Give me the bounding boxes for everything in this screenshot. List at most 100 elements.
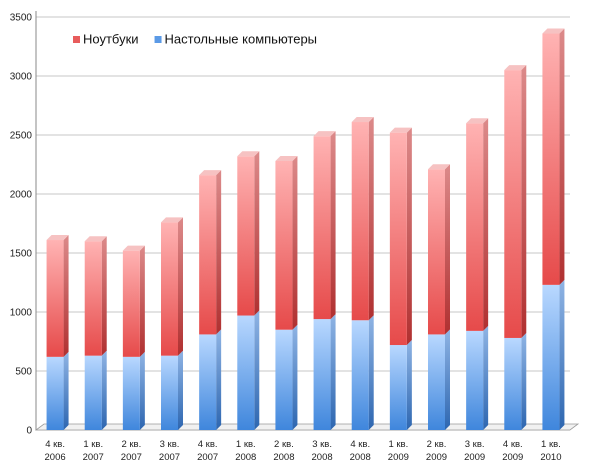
bar-side-desktop xyxy=(368,315,374,430)
bar-top-cap xyxy=(428,164,450,170)
y-tick-label: 1000 xyxy=(10,308,33,319)
bar-laptop xyxy=(466,123,484,331)
bar-desktop xyxy=(428,334,445,430)
bar-side-desktop xyxy=(178,350,183,430)
y-tick-label: 1500 xyxy=(10,249,33,260)
x-tick-label: 2 кв. 2007 xyxy=(121,439,142,463)
x-tick-label: 1 кв. 2010 xyxy=(540,439,561,463)
y-axis-ticks: 0 500 1000 1500 2000 2500 3000 3500 xyxy=(10,13,33,437)
legend-entry: Настольные компьютеры xyxy=(154,32,317,47)
x-tick-label: 4 кв. 2007 xyxy=(197,439,218,463)
bar-top-cap xyxy=(275,155,298,161)
bar-laptop xyxy=(46,240,64,357)
bar-side-laptop xyxy=(216,170,222,335)
x-axis-ticks: 4 кв. 2006 1 кв. 2007 2 кв. 2007 3 кв. 2007 4 кв… xyxy=(45,439,562,463)
legend: Ноутбуки Настольные компьютеры xyxy=(73,32,317,47)
bar-laptop xyxy=(389,132,407,346)
bar-laptop xyxy=(351,122,369,321)
y-tick-label: 2000 xyxy=(10,190,33,201)
bar-laptop xyxy=(275,160,293,330)
x-tick-label: 2 кв. 2009 xyxy=(426,439,447,463)
bar-desktop xyxy=(389,345,407,430)
bar-side-laptop xyxy=(330,131,336,320)
bar-side-desktop xyxy=(216,329,222,430)
bar-side-desktop xyxy=(483,325,489,430)
x-tick-label: 4 кв. 2006 xyxy=(45,439,66,463)
bar-side-desktop xyxy=(292,324,298,430)
x-tick-label: 3 кв. 2007 xyxy=(159,439,180,463)
x-tick-label: 2 кв. 2008 xyxy=(273,439,294,463)
bar-desktop xyxy=(542,284,560,430)
bar-laptop xyxy=(542,33,560,285)
bar-top-cap xyxy=(389,127,412,133)
legend-label: Ноутбуки xyxy=(83,32,139,47)
y-tick-label: 2500 xyxy=(10,131,33,142)
legend-swatch xyxy=(73,36,80,43)
bar-laptop xyxy=(504,70,522,338)
bar-side-desktop xyxy=(559,279,565,430)
bar-side-laptop xyxy=(406,127,412,346)
bar-side-laptop xyxy=(445,164,450,335)
legend-swatch xyxy=(154,36,162,43)
bar-top-cap xyxy=(504,65,527,71)
bar-side-laptop xyxy=(368,117,374,321)
bar-top-cap xyxy=(351,117,374,123)
bar-top-cap xyxy=(466,118,489,124)
bar-desktop xyxy=(504,337,522,430)
x-tick-label: 3 кв. 2008 xyxy=(312,439,333,463)
bar-desktop xyxy=(122,356,140,430)
bar-top-cap xyxy=(542,28,565,34)
x-tick-label: 4 кв. 2009 xyxy=(502,439,523,463)
bar-side-desktop xyxy=(445,329,450,430)
bar-side-laptop xyxy=(254,151,260,316)
bar-laptop xyxy=(84,241,102,356)
bar-desktop xyxy=(84,355,102,430)
bar-top-cap xyxy=(122,245,145,251)
x-tick-label: 1 кв. 2007 xyxy=(83,439,104,463)
bar-top-cap xyxy=(84,236,107,242)
bar-top-cap xyxy=(161,217,183,223)
bars xyxy=(46,28,565,430)
bar-laptop xyxy=(313,136,331,320)
bar-desktop xyxy=(466,330,484,430)
bar-desktop xyxy=(46,356,64,430)
bar-side-laptop xyxy=(521,65,527,338)
bar-side-laptop xyxy=(139,245,145,357)
bar-desktop xyxy=(199,334,217,430)
legend-entry: Ноутбуки xyxy=(73,32,139,47)
bar-side-desktop xyxy=(406,340,412,430)
bar-desktop xyxy=(237,315,255,430)
y-tick-label: 3500 xyxy=(10,13,33,24)
bar-side-desktop xyxy=(139,351,145,430)
bar-side-desktop xyxy=(63,351,69,430)
bar-top-cap xyxy=(199,170,222,176)
x-axis-floor xyxy=(34,423,580,431)
bar-laptop xyxy=(428,169,445,335)
bar-side-laptop xyxy=(63,235,69,357)
bar-side-laptop xyxy=(178,217,183,356)
gridlines xyxy=(36,16,570,431)
bar-desktop xyxy=(313,319,331,430)
bar-laptop xyxy=(237,156,255,316)
y-tick-label: 3000 xyxy=(10,72,33,83)
bar-side-desktop xyxy=(101,350,107,430)
x-tick-label: 1 кв. 2008 xyxy=(235,439,256,463)
bar-side-laptop xyxy=(559,28,565,285)
bar-top-cap xyxy=(313,131,336,137)
bar-laptop xyxy=(122,250,140,357)
x-tick-label: 3 кв. 2009 xyxy=(464,439,485,463)
bar-laptop xyxy=(161,222,178,356)
legend-label: Настольные компьютеры xyxy=(165,32,317,47)
bar-top-cap xyxy=(46,235,69,241)
y-tick-label: 0 xyxy=(26,426,32,437)
bar-desktop xyxy=(161,355,178,430)
bar-desktop xyxy=(351,320,369,430)
x-tick-label: 4 кв. 2008 xyxy=(350,439,371,463)
bar-side-laptop xyxy=(101,236,107,356)
bar-laptop xyxy=(199,175,217,335)
bar-top-cap xyxy=(237,151,260,157)
axes xyxy=(34,11,580,431)
bar-side-desktop xyxy=(521,332,527,430)
bar-side-laptop xyxy=(292,155,298,330)
